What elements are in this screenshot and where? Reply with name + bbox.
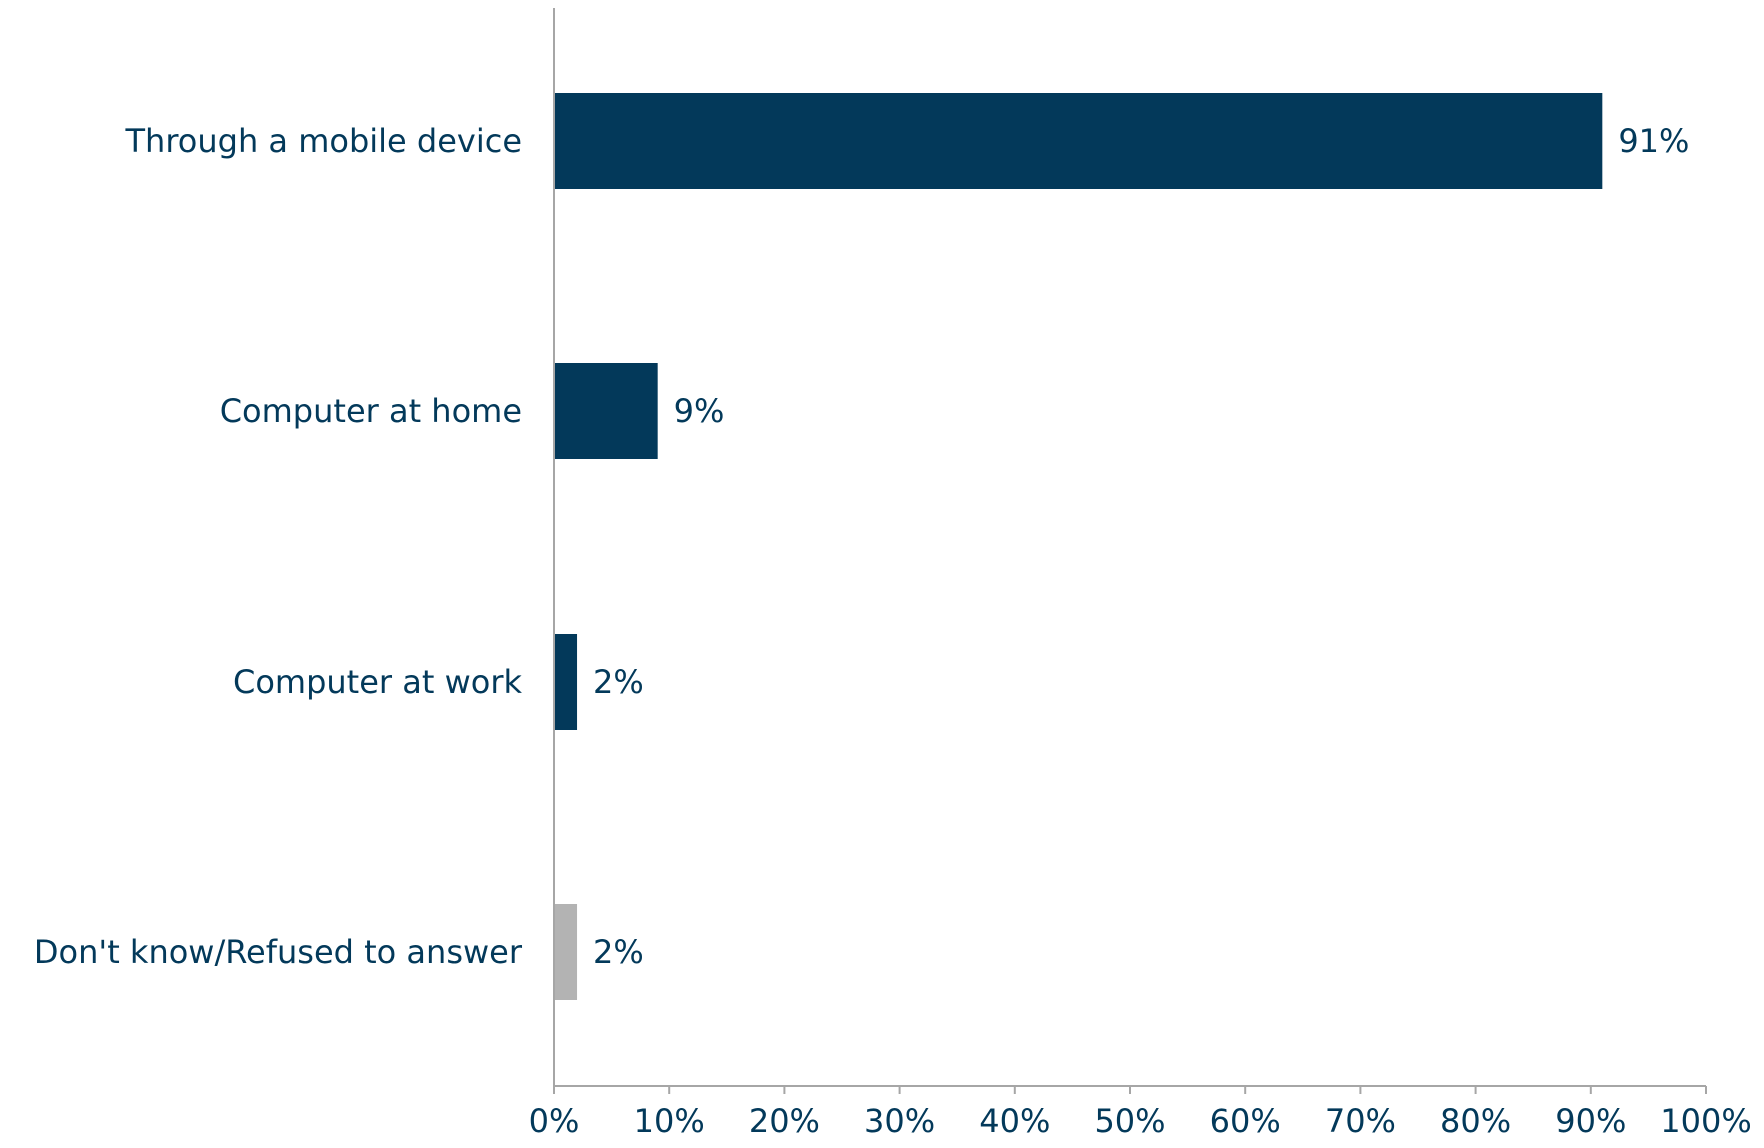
- category-label-0: Through a mobile device: [125, 122, 523, 160]
- x-tick-label-5: 50%: [1094, 1102, 1165, 1140]
- x-tick-label-3: 30%: [864, 1102, 935, 1140]
- category-label-2: Computer at work: [233, 663, 522, 701]
- data-label-1: 9%: [674, 392, 725, 430]
- x-tick-label-9: 90%: [1555, 1102, 1626, 1140]
- category-label-1: Computer at home: [220, 392, 522, 430]
- labels: Through a mobile device 91% Computer at ho…: [34, 122, 1752, 1140]
- data-label-0: 91%: [1618, 122, 1689, 160]
- x-tick-label-7: 70%: [1325, 1102, 1396, 1140]
- bar-1: [554, 363, 658, 459]
- x-tick-label-0: 0%: [529, 1102, 580, 1140]
- bar-0: [554, 93, 1603, 189]
- axes: [553, 8, 1707, 1094]
- data-label-2: 2%: [593, 663, 644, 701]
- x-tick-label-2: 20%: [749, 1102, 820, 1140]
- x-tick-label-6: 60%: [1210, 1102, 1281, 1140]
- category-label-3: Don't know/Refused to answer: [34, 933, 523, 971]
- x-tick-label-10: 100%: [1660, 1102, 1751, 1140]
- x-tick-label-4: 40%: [979, 1102, 1050, 1140]
- x-tick-label-1: 10%: [634, 1102, 705, 1140]
- bars: [554, 93, 1603, 1000]
- bar-2: [554, 634, 578, 730]
- x-tick-label-8: 80%: [1440, 1102, 1511, 1140]
- bar-3: [554, 904, 578, 1000]
- data-label-3: 2%: [593, 933, 644, 971]
